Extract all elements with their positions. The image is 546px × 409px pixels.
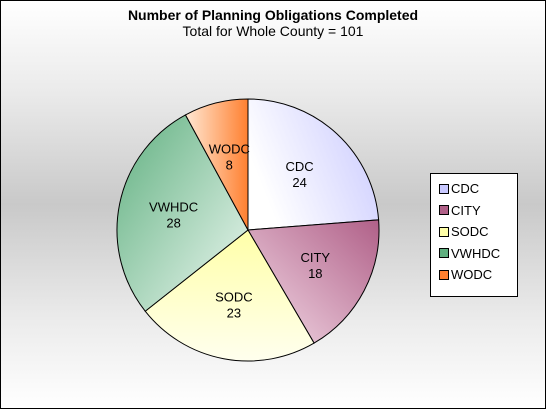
pie-slice-cdc: [247, 98, 380, 231]
legend: CDC CITY SODC VWHDC WODC: [430, 173, 518, 297]
slice-value-city: 18: [308, 266, 322, 281]
legend-swatch-wodc: [439, 269, 449, 280]
legend-swatch-cdc: [439, 183, 449, 194]
slice-value-cdc: 24: [292, 175, 306, 190]
pie-slice-sodc: [144, 229, 315, 362]
legend-label-city: CITY: [451, 202, 481, 218]
legend-item-wodc: WODC: [439, 264, 517, 286]
slice-value-sodc: 23: [227, 306, 241, 321]
legend-item-vwhdc: VWHDC: [439, 243, 517, 265]
pie-slice-wodc: [184, 98, 249, 231]
slice-label-sodc: SODC: [215, 290, 253, 305]
slice-label-cdc: CDC: [286, 159, 314, 174]
pie-slice-vwhdc: [116, 114, 249, 312]
slice-label-city: CITY: [300, 250, 330, 265]
legend-swatch-sodc: [439, 226, 449, 237]
slice-label-vwhdc: VWHDC: [149, 200, 198, 215]
legend-item-city: CITY: [439, 200, 517, 222]
legend-swatch-city: [439, 205, 449, 216]
slice-value-vwhdc: 28: [166, 216, 180, 231]
legend-item-cdc: CDC: [439, 178, 517, 200]
legend-swatch-vwhdc: [439, 248, 449, 259]
legend-label-sodc: SODC: [451, 224, 489, 240]
legend-label-wodc: WODC: [451, 267, 493, 283]
legend-label-cdc: CDC: [451, 181, 480, 197]
slice-label-wodc: WODC: [209, 141, 250, 156]
chart-title: Number of Planning Obligations Completed: [127, 7, 419, 23]
legend-item-sodc: SODC: [439, 221, 517, 243]
legend-label-vwhdc: VWHDC: [451, 245, 501, 261]
chart-subtitle: Total for Whole County = 101: [182, 23, 364, 39]
slice-value-wodc: 8: [226, 157, 233, 172]
pie-slice-city: [247, 219, 380, 344]
